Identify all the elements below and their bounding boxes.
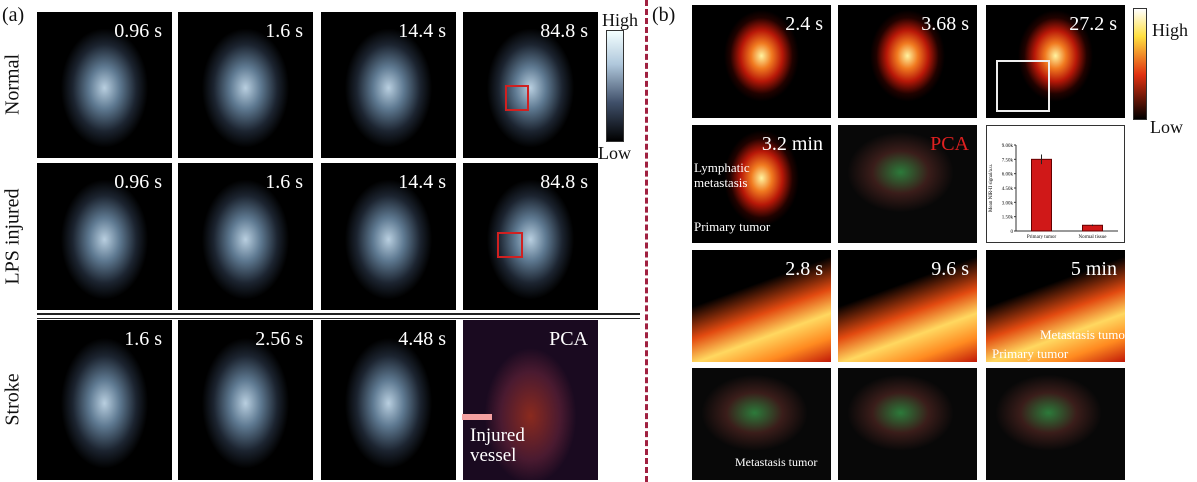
y-axis-label: Mean NIR-II signal/a.u. [989,164,994,212]
time-label: 1.6 s [124,328,162,351]
inset-chart: Mean NIR-II signal/a.u. 0 1.50k 3.00k 4.50k 6… [986,125,1125,243]
y-tick-label: 7.50k [1002,158,1014,163]
annotation: Primary tumor [694,219,770,235]
roi-box [505,85,529,111]
annotation: Lymphatic metastasis [694,160,764,190]
annotation: Primary tumor [992,346,1068,362]
time-label: 4.48 s [398,328,446,351]
row-label: Stroke [2,325,25,475]
time-label: 1.6 s [265,171,303,194]
image-panel [986,368,1125,480]
y-tick-label: 4.50k [1002,187,1014,192]
time-label: 9.6 s [931,258,969,281]
arrow [462,414,492,420]
time-label: 84.8 s [540,20,588,43]
time-label: 3.68 s [921,13,969,36]
time-label: 14.4 s [398,171,446,194]
time-label: PCA [930,133,969,156]
time-label: 14.4 s [398,20,446,43]
panel-label: (b) [652,4,675,27]
time-label: 0.96 s [114,171,162,194]
time-label: 3.2 min [762,133,823,156]
time-label: PCA [549,328,588,351]
colorbar-high: High [602,10,638,31]
time-label: 2.8 s [785,258,823,281]
time-label: 27.2 s [1069,13,1117,36]
time-label: 2.4 s [785,13,823,36]
annotation: Metastasis tumor [735,455,817,470]
y-tick-label: 9.00k [1002,144,1014,149]
x-tick-label: Normal tissue [1079,235,1108,240]
annotation: Metastasis tumor [1040,327,1129,343]
colorbar [1133,8,1147,120]
bar [1032,159,1052,231]
time-label: 5 min [1071,258,1117,281]
roi-box [996,60,1050,112]
time-label: 1.6 s [265,20,303,43]
x-tick-label: Primary tumor [1027,235,1057,240]
figure: (a)Normal0.96 s1.6 s14.4 s84.8 sLPS inju… [0,0,1197,482]
row-label: Normal [2,10,25,160]
colorbar [606,30,624,142]
time-label: 0.96 s [114,20,162,43]
row-label: LPS injured [2,161,25,311]
y-tick-label: 1.50k [1002,216,1014,221]
time-label: 84.8 s [540,171,588,194]
y-tick-label: 6.00k [1002,173,1014,178]
y-tick-label: 0 [1011,230,1014,235]
colorbar-high: High [1152,20,1188,41]
bar [1083,225,1103,231]
time-label: 2.56 s [255,328,303,351]
colorbar-low: Low [598,143,631,164]
annotation: Injured vessel [470,426,550,466]
separator [37,313,640,319]
y-tick-label: 3.00k [1002,201,1014,206]
colorbar-low: Low [1150,117,1183,138]
image-panel [838,368,977,480]
roi-box [497,232,523,258]
divider [645,0,648,482]
